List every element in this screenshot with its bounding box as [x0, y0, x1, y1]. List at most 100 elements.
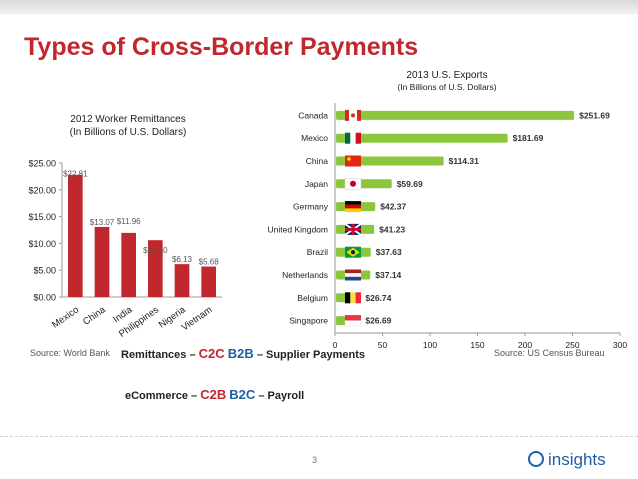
flag-part — [345, 269, 361, 274]
left-bar — [148, 240, 163, 297]
flag-part — [350, 292, 356, 304]
belgium-flag-icon — [345, 292, 361, 304]
left-chart-title-line1: 2012 Worker Remittances — [70, 114, 185, 125]
flag-part — [345, 273, 361, 277]
right-bar-value-label: $26.69 — [365, 316, 391, 326]
flag-part — [355, 292, 361, 304]
right-bar-value-label: $37.14 — [375, 270, 401, 280]
left-bar-value-label: $6.13 — [172, 255, 193, 264]
left-bar-value-label: $22.81 — [63, 170, 88, 179]
left-y-tick-label: $15.00 — [28, 212, 56, 222]
left-bar — [94, 226, 110, 297]
right-bar — [336, 179, 392, 189]
right-chart-title-line1: 2013 U.S. Exports — [406, 70, 487, 81]
right-category-label: United Kingdom — [268, 224, 328, 234]
flag-part — [350, 250, 356, 255]
logo-text: insights — [548, 450, 606, 469]
right-x-tick-label: 50 — [378, 340, 388, 350]
flag-part — [345, 227, 361, 231]
supplier-payments-label: – Supplier Payments — [256, 349, 366, 361]
mexico-flag-icon — [345, 132, 361, 144]
uk-flag-icon — [344, 223, 362, 236]
insights-logo: insights — [528, 450, 606, 470]
q-logo-icon — [528, 451, 544, 467]
left-y-tick-label: $20.00 — [28, 185, 56, 195]
singapore-flag-icon — [344, 315, 362, 327]
canada-flag-icon — [345, 109, 361, 121]
right-category-label: Mexico — [301, 133, 328, 143]
top-bar — [0, 0, 638, 14]
flag-part — [345, 208, 361, 213]
germany-flag-icon — [345, 201, 361, 213]
left-bar-value-label: $13.07 — [90, 218, 115, 227]
left-y-tick-label: $10.00 — [28, 239, 56, 249]
flag-part — [345, 109, 349, 121]
right-x-tick-label: 0 — [333, 340, 338, 350]
flag-part — [345, 315, 361, 321]
flag-part — [345, 276, 361, 281]
page-number: 3 — [312, 455, 318, 465]
right-bar-value-label: $42.37 — [380, 202, 406, 212]
right-chart-source: Source: US Census Bureau — [494, 348, 605, 358]
right-x-tick-label: 250 — [565, 340, 579, 350]
flag-part — [350, 132, 356, 144]
flag-part — [355, 132, 361, 144]
right-category-label: Brazil — [307, 247, 328, 257]
flag-part — [345, 201, 361, 205]
right-category-label: Japan — [305, 179, 328, 189]
right-bar-value-label: $59.69 — [397, 179, 423, 189]
flag-part — [345, 292, 351, 304]
right-bar — [336, 133, 508, 143]
right-bar-value-label: $26.74 — [365, 293, 391, 303]
right-bar — [336, 156, 444, 166]
flag-part — [344, 320, 362, 327]
page-title: Types of Cross-Border Payments — [24, 33, 419, 61]
brazil-flag-icon — [345, 246, 361, 258]
left-bar-value-label: $5.68 — [199, 258, 220, 267]
left-bar-value-label: $10.60 — [143, 246, 168, 255]
flag-part — [345, 132, 351, 144]
right-category-label: China — [306, 156, 328, 166]
japan-flag-icon — [344, 178, 362, 190]
right-bar — [336, 110, 575, 120]
right-bar-value-label: $37.63 — [376, 247, 402, 257]
right-category-label: Germany — [293, 202, 329, 212]
b2b-code: B2B — [227, 346, 254, 361]
payment-row-2: eCommerce – C2B B2C – Payroll — [125, 387, 304, 402]
right-bar-value-label: $251.69 — [579, 110, 610, 120]
left-chart-source: Source: World Bank — [30, 348, 110, 358]
left-category-label: China — [81, 304, 108, 328]
remittances-label: Remittances – — [121, 349, 196, 361]
right-chart-title-line2: (In Billions of U.S. Dollars) — [397, 82, 496, 92]
right-category-label: Singapore — [289, 316, 328, 326]
left-bar — [201, 266, 216, 297]
right-x-tick-label: 300 — [613, 340, 627, 350]
flag-part — [345, 204, 361, 209]
c2b-code: C2B — [200, 387, 227, 402]
remittances-chart: 2012 Worker Remittances (In Billions of … — [28, 114, 222, 340]
flag-part — [345, 155, 361, 167]
left-bar — [121, 232, 136, 297]
left-y-tick-label: $0.00 — [33, 293, 56, 303]
right-bar-value-label: $181.69 — [513, 133, 544, 143]
c2c-code: C2C — [198, 346, 225, 361]
ecommerce-label: eCommerce – — [125, 390, 198, 402]
flag-part — [351, 113, 355, 118]
flag-part — [347, 157, 351, 161]
china-flag-icon — [345, 155, 361, 167]
left-y-tick-label: $5.00 — [33, 266, 56, 276]
right-category-label: Netherlands — [282, 270, 328, 280]
footer-divider — [0, 436, 638, 437]
right-category-label: Canada — [298, 110, 328, 120]
left-chart-title-line2: (In Billions of U.S. Dollars) — [70, 127, 187, 138]
left-category-label: Vietnam — [180, 304, 215, 333]
left-bar — [174, 264, 190, 297]
left-bar — [68, 174, 83, 297]
payment-row-1: Remittances – C2C B2B – Supplier Payment… — [121, 346, 365, 361]
right-x-tick-label: 100 — [423, 340, 437, 350]
b2c-code: B2C — [229, 387, 256, 402]
payroll-label: – Payroll — [258, 390, 305, 402]
right-bar-value-label: $41.23 — [379, 224, 405, 234]
right-category-label: Belgium — [297, 293, 328, 303]
flag-part — [357, 109, 361, 121]
